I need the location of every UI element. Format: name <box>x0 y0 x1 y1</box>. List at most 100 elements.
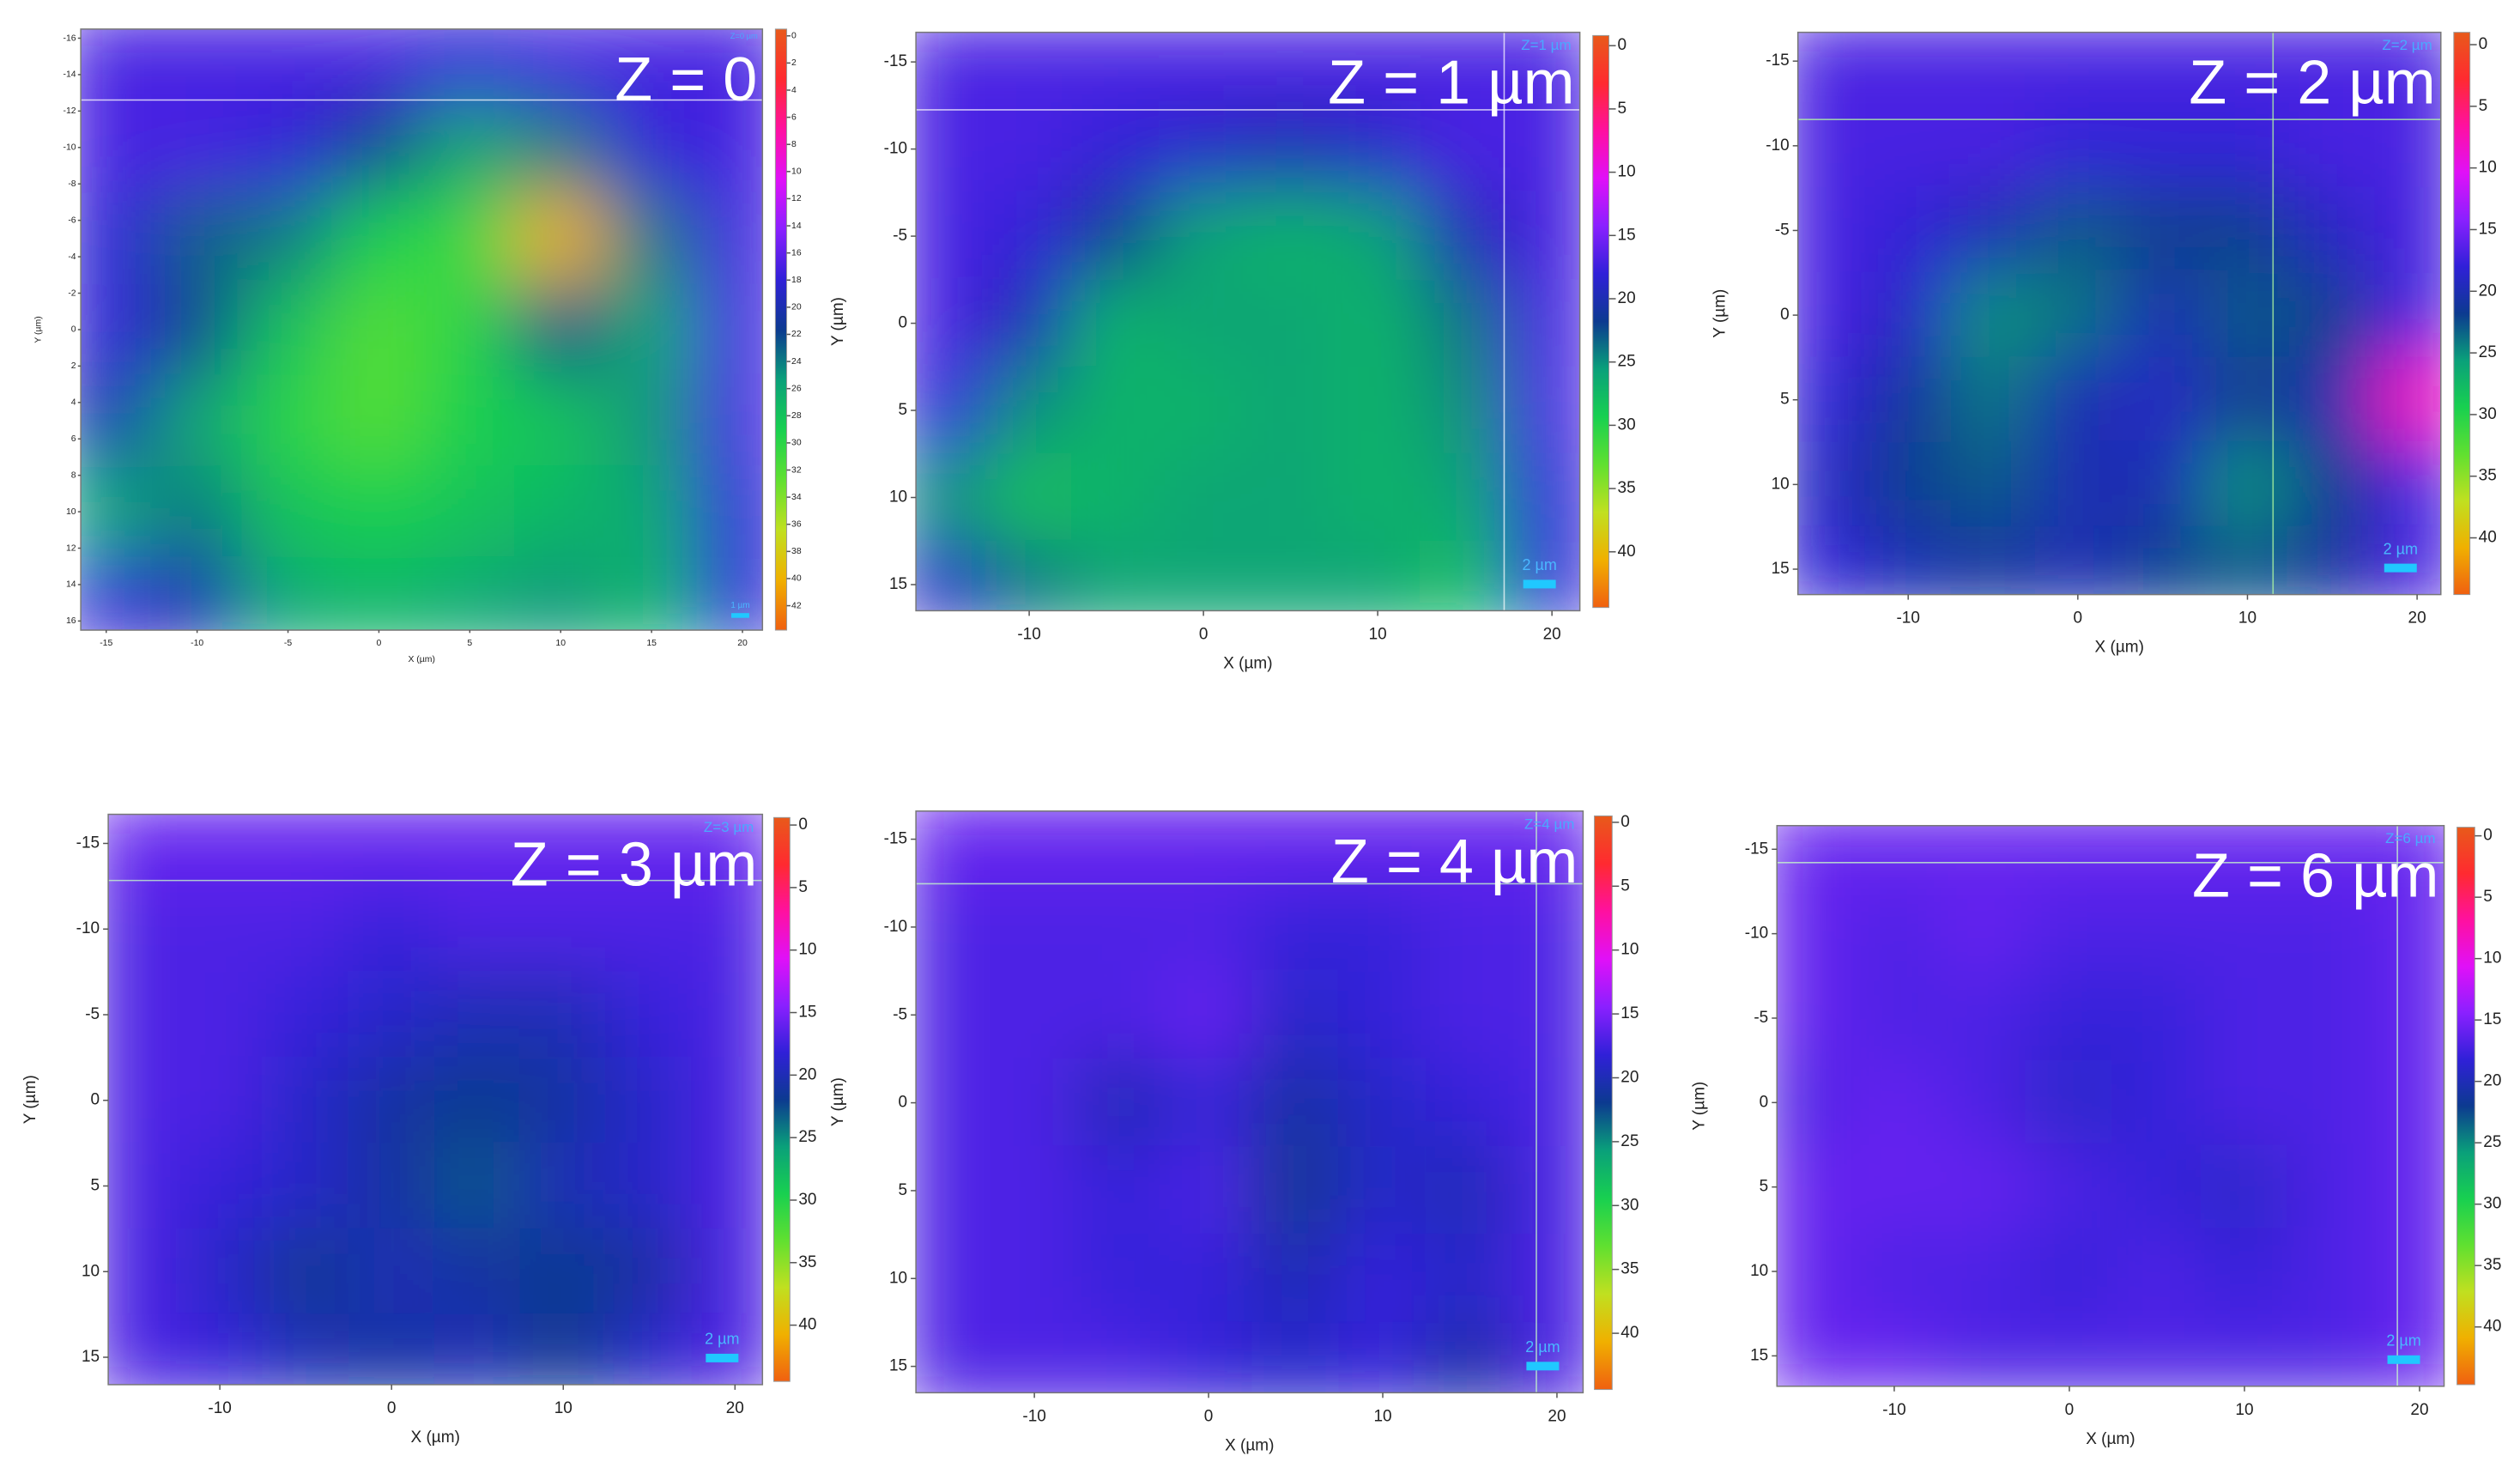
heat-cell <box>2374 1059 2444 1146</box>
colorbar-tick-label: 40 <box>2479 529 2497 547</box>
colorbar-tick-label: 0 <box>1618 36 1627 54</box>
x-tick-label: -10 <box>208 1399 231 1417</box>
heat-cell <box>990 810 1079 884</box>
panel-title: Z = 2 µm <box>2189 49 2436 118</box>
heat-cell <box>984 540 1074 611</box>
heat-cell <box>2034 441 2122 528</box>
heat-cell <box>1797 525 1867 595</box>
colorbar-tick-label: 12 <box>791 194 802 203</box>
heat-cell <box>1425 1145 1515 1236</box>
heat-cell <box>2204 441 2291 528</box>
y-tick-label: 0 <box>1760 1093 1769 1111</box>
y-tick-label: 5 <box>1780 391 1790 409</box>
heat-cell <box>1777 1059 1851 1146</box>
heat-cell <box>605 971 694 1058</box>
scale-bar <box>2387 1355 2420 1364</box>
heat-cell <box>514 465 608 559</box>
colorbar-tick-label: 25 <box>2479 343 2497 361</box>
heat-cell <box>1420 540 1510 611</box>
x-tick-label: -10 <box>1022 1407 1045 1425</box>
panel-title: Z = 6 µm <box>2192 842 2439 911</box>
y-tick-label: 10 <box>1750 1262 1768 1280</box>
y-tick-label: -10 <box>884 918 907 936</box>
y-tick-label: -10 <box>884 140 907 158</box>
heat-cell <box>241 191 335 285</box>
heat-cell <box>2024 1143 2114 1230</box>
colorbar <box>1592 34 1610 609</box>
heatmap-cells <box>916 32 1580 611</box>
x-tick-label: 20 <box>1543 625 1561 643</box>
heat-cell <box>2034 102 2122 190</box>
heat-cell <box>241 556 335 630</box>
heat-cell <box>433 1313 522 1385</box>
y-tick-label: -15 <box>1766 52 1789 70</box>
heat-cell <box>150 282 244 376</box>
heat-cell <box>916 1321 992 1393</box>
colorbar-tick-label: 36 <box>791 519 802 529</box>
heat-cell <box>2373 187 2441 274</box>
y-tick-label: 10 <box>66 507 76 517</box>
panel-title: Z = 3 µm <box>511 831 758 900</box>
heat-cell <box>423 465 517 559</box>
heat-cell <box>2111 974 2202 1062</box>
colorbar-tick-label: 30 <box>791 439 802 448</box>
colorbar-tick-label: 16 <box>791 248 802 258</box>
heat-cell <box>696 282 763 376</box>
x-axis-label: X (µm) <box>411 1429 460 1447</box>
x-tick-label: 0 <box>1204 1407 1214 1425</box>
colorbar-tick-label: 40 <box>791 574 802 584</box>
y-tick-label: -6 <box>68 215 76 225</box>
heat-cell <box>1507 278 1580 368</box>
x-tick-label: 10 <box>1373 1407 1391 1425</box>
heat-cell <box>1949 102 2037 190</box>
heat-cell <box>2111 1143 2202 1230</box>
scale-label: 2 µm <box>2386 1332 2420 1350</box>
heat-cell <box>1864 187 1952 274</box>
heat-cell <box>1797 271 1867 359</box>
plot-border <box>107 813 764 1386</box>
heat-cell <box>1797 187 1867 274</box>
colorbar-tick-label: 10 <box>2483 949 2501 968</box>
heat-cell <box>1338 882 1427 973</box>
heat-cell <box>916 366 987 455</box>
scale-label: 2 µm <box>2384 540 2418 557</box>
heat-cell <box>916 882 992 973</box>
heat-cell <box>605 465 699 559</box>
heat-cell <box>262 1056 350 1144</box>
x-tick-label: 20 <box>726 1399 744 1417</box>
heat-cell <box>2204 102 2291 190</box>
heat-cell <box>1797 32 1867 105</box>
colorbar-tick-label: 10 <box>1618 163 1636 181</box>
heat-cell <box>2288 187 2376 274</box>
heat-cell <box>2374 1313 2444 1386</box>
heat-cell <box>2034 271 2122 359</box>
heat-cell <box>1420 278 1510 368</box>
heat-cell <box>605 556 699 630</box>
heat-cell <box>150 28 244 103</box>
colorbar-tick-label: 35 <box>1620 1260 1639 1278</box>
colorbar-tick-label: 10 <box>2479 159 2497 177</box>
heat-cell <box>1164 1234 1253 1324</box>
heat-cell <box>1338 1145 1427 1236</box>
heat-cell <box>1949 525 2037 595</box>
x-tick-label: 10 <box>2235 1401 2253 1419</box>
heat-cell <box>984 278 1074 368</box>
heat-cell <box>916 1058 992 1148</box>
heat-cell <box>2204 525 2291 595</box>
y-tick-label: -4 <box>68 252 76 262</box>
heat-cell <box>605 885 694 974</box>
heat-cell <box>2119 102 2207 190</box>
x-tick-label: 0 <box>387 1399 397 1417</box>
heat-cell <box>1071 191 1161 281</box>
heat-cell <box>1333 278 1422 368</box>
heat-cell <box>1076 1321 1166 1393</box>
heat-cell <box>262 1228 350 1316</box>
heat-cell <box>241 28 335 103</box>
y-tick-label: 15 <box>889 1357 907 1375</box>
heat-cell <box>81 373 153 468</box>
scale-label: 2 µm <box>1525 1338 1560 1356</box>
heat-cell <box>916 810 992 884</box>
heat-cell <box>1777 825 1851 893</box>
colorbar-tick-label: 2 <box>791 58 797 68</box>
